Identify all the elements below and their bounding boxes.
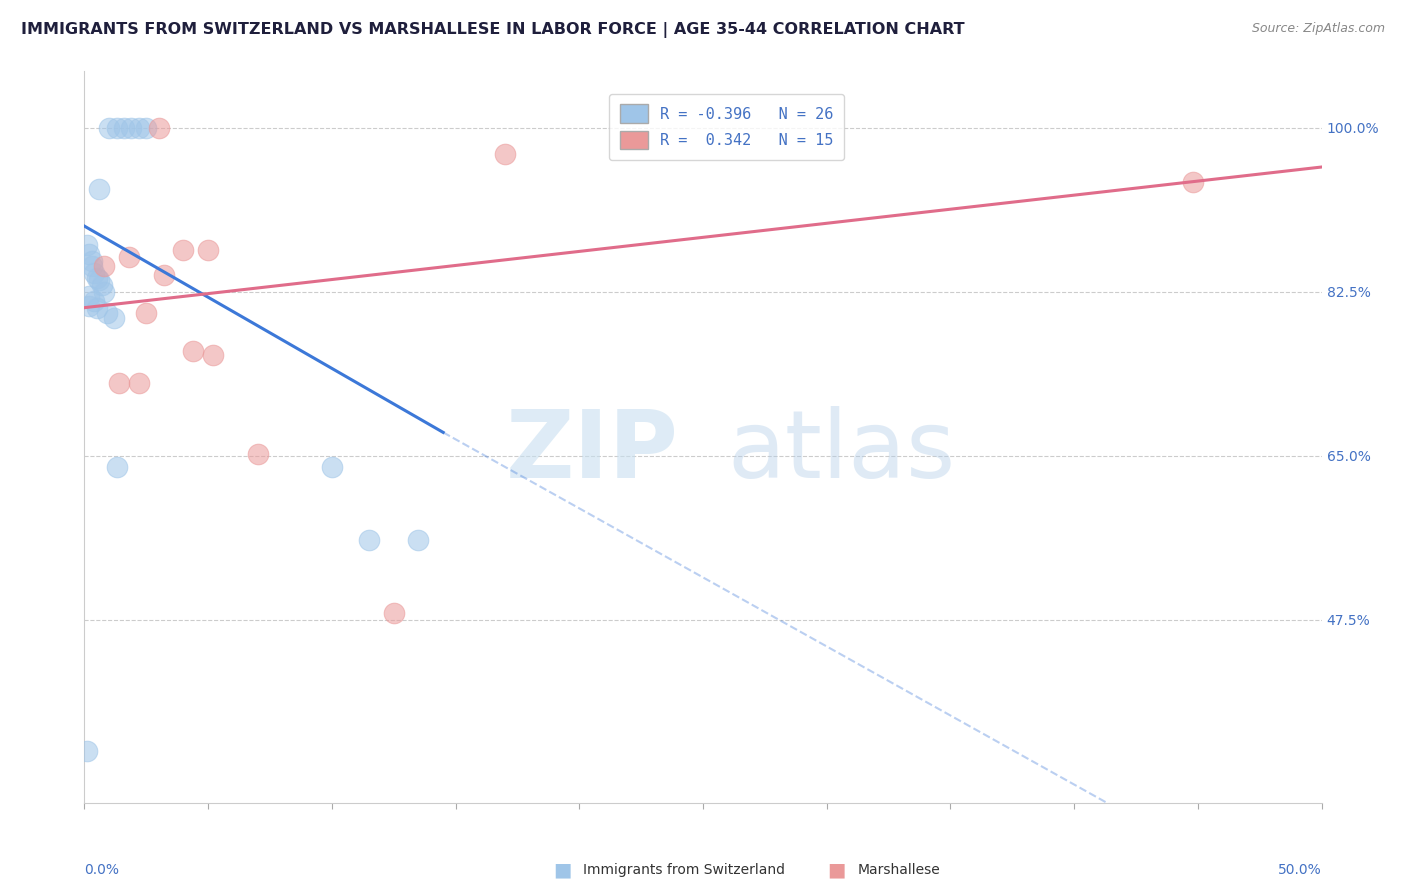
Point (202, 347, 225, 361)
Point (96, 306, 118, 320)
Text: ■: ■ (553, 860, 572, 880)
Point (408, 533, 430, 548)
Point (172, 243, 194, 257)
Point (120, 120, 142, 135)
Point (382, 607, 405, 621)
Point (118, 250, 141, 264)
Text: ■: ■ (827, 860, 846, 880)
Point (79, 299, 101, 313)
Point (105, 460, 128, 475)
Text: Immigrants from Switzerland: Immigrants from Switzerland (583, 863, 786, 877)
Point (86, 270, 108, 285)
Point (128, 376, 150, 390)
Point (98, 120, 121, 135)
Text: Source: ZipAtlas.com: Source: ZipAtlas.com (1251, 22, 1385, 36)
Text: 0.0%: 0.0% (84, 863, 120, 877)
Point (357, 533, 380, 548)
Point (135, 120, 157, 135)
Point (128, 120, 150, 135)
Text: ZIP: ZIP (505, 406, 678, 498)
Point (86, 301, 108, 315)
Point (83, 266, 105, 280)
Point (83, 294, 105, 309)
Point (152, 268, 174, 282)
Point (80, 253, 103, 268)
Point (89, 181, 111, 195)
Point (148, 120, 170, 135)
Point (76, 744, 98, 758)
Point (89, 272, 111, 286)
Text: Marshallese: Marshallese (858, 863, 941, 877)
Point (246, 447, 269, 461)
Point (80, 260, 103, 274)
Point (79, 247, 101, 261)
Point (90, 278, 112, 293)
Point (181, 343, 204, 358)
Text: IMMIGRANTS FROM SWITZERLAND VS MARSHALLESE IN LABOR FORCE | AGE 35-44 CORRELATIO: IMMIGRANTS FROM SWITZERLAND VS MARSHALLE… (21, 22, 965, 38)
Point (79, 289, 101, 303)
Point (1181, 175, 1204, 189)
Point (76, 237, 98, 252)
Point (93, 260, 115, 274)
Point (105, 120, 128, 135)
Text: atlas: atlas (728, 406, 956, 498)
Point (108, 376, 131, 390)
Point (494, 147, 516, 161)
Point (103, 310, 125, 325)
Point (93, 285, 115, 299)
Legend: R = -0.396   N = 26, R =  0.342   N = 15: R = -0.396 N = 26, R = 0.342 N = 15 (609, 94, 844, 160)
Point (197, 243, 219, 257)
Point (135, 306, 157, 320)
Text: 50.0%: 50.0% (1278, 863, 1322, 877)
Point (112, 120, 135, 135)
Point (321, 460, 343, 475)
